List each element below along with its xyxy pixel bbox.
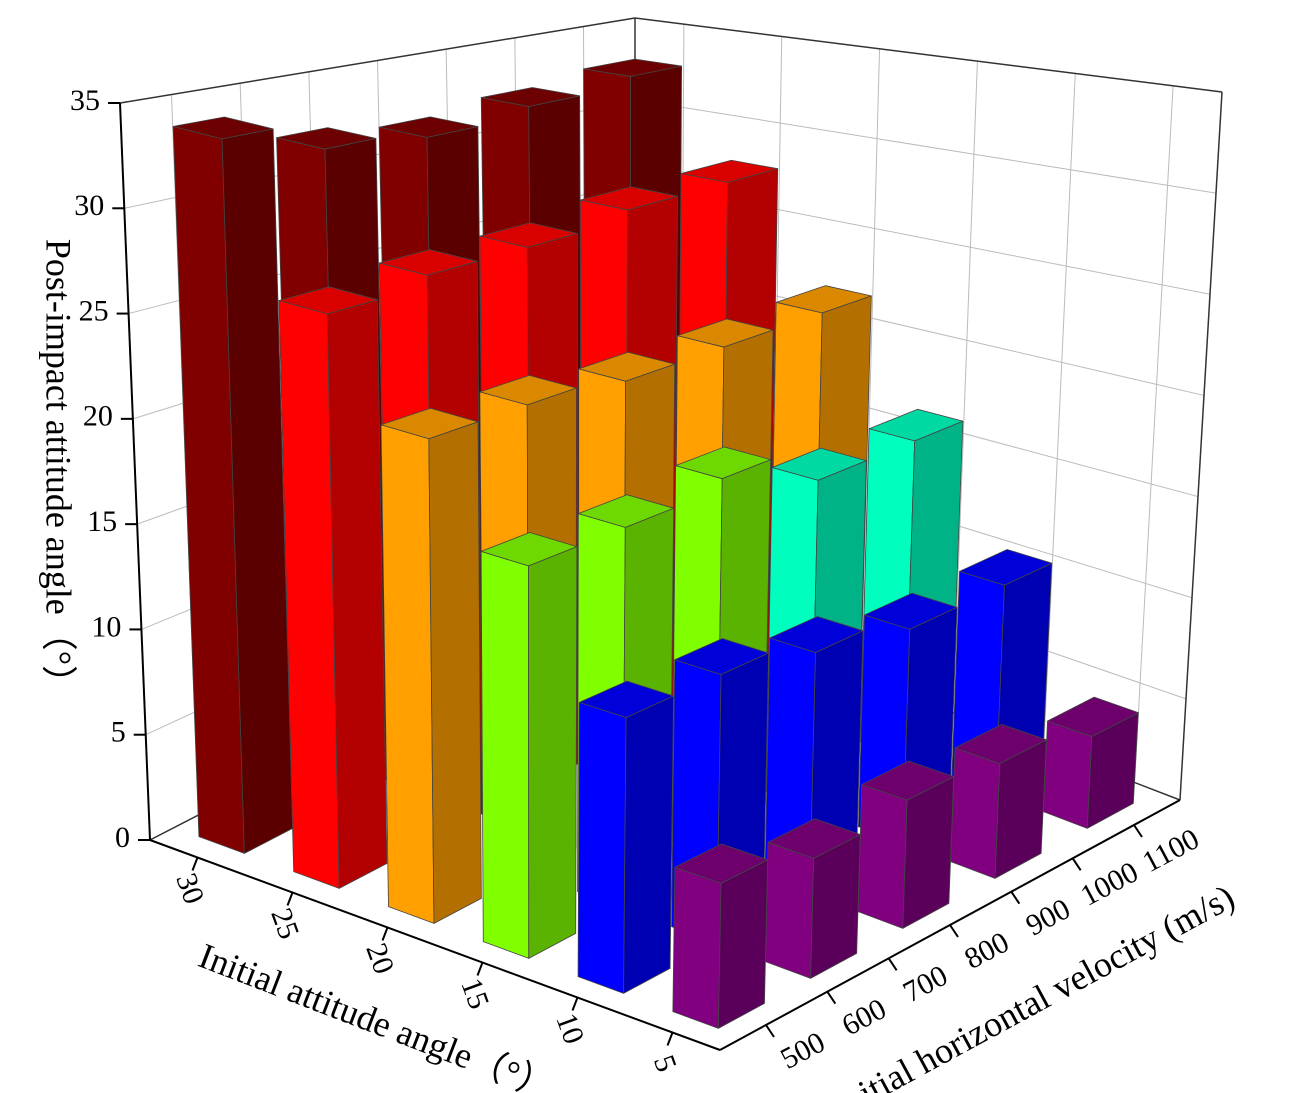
bar-top-face — [864, 592, 958, 630]
z-tick-label: 15 — [87, 505, 117, 538]
grid-line — [1134, 85, 1174, 783]
bar-side-face — [528, 546, 578, 959]
y-tick-label: 500 — [775, 1026, 830, 1076]
bar-top-face — [577, 494, 675, 528]
bar-top-face — [775, 285, 872, 314]
bar-top-face — [868, 408, 964, 442]
z-tick-label: 5 — [111, 716, 126, 749]
x-tick-label: 25 — [264, 904, 305, 943]
bar-top-face — [583, 58, 683, 77]
tick-mark — [1071, 857, 1082, 871]
bar-front-face — [380, 424, 435, 924]
tick-mark — [286, 892, 294, 906]
bar-top-face — [1047, 696, 1139, 737]
grid-line — [1043, 73, 1076, 748]
box-edge — [119, 17, 636, 104]
z-tick-label: 25 — [79, 294, 109, 327]
x-tick-label: 30 — [169, 869, 210, 908]
bar-top-face — [278, 286, 378, 315]
bar — [950, 724, 1047, 879]
bar — [172, 116, 293, 854]
y-tick-label: 1100 — [1137, 822, 1204, 879]
bar-front-face — [950, 747, 1001, 879]
bar-top-face — [378, 249, 478, 276]
bar-side-face — [623, 695, 674, 994]
box-edge — [634, 17, 1223, 93]
bar-side-face — [717, 859, 769, 1029]
z-tick-label: 35 — [70, 84, 100, 117]
bar-top-face — [959, 549, 1053, 586]
bar-top-face — [380, 407, 479, 440]
tick-mark — [1010, 891, 1021, 905]
bar-top-face — [578, 680, 674, 718]
bar-top-face — [578, 351, 676, 382]
bar-top-face — [674, 638, 769, 675]
tick-mark — [765, 1024, 775, 1038]
z-axis — [119, 102, 151, 841]
bar-top-face — [479, 374, 577, 406]
bar-top-face — [378, 116, 479, 138]
bar-top-face — [680, 159, 779, 183]
bar-top-face — [276, 127, 377, 150]
x-axis — [149, 839, 721, 1051]
grid-line — [952, 61, 978, 713]
bar — [1042, 696, 1139, 829]
x-tick-label: 15 — [454, 974, 495, 1013]
bar-top-face — [479, 222, 578, 248]
y-tick-label: 900 — [1020, 892, 1075, 942]
bar-front-face — [765, 841, 815, 979]
x-tick-label: 5 — [647, 1051, 683, 1076]
bar — [672, 843, 769, 1029]
z-tick-label: 20 — [83, 400, 113, 433]
bar-front-face — [672, 866, 722, 1029]
y-tick-label: 800 — [959, 926, 1014, 976]
bar-front-face — [1042, 720, 1093, 829]
bar — [857, 760, 955, 929]
x-tick-label: 20 — [359, 939, 400, 978]
y-tick-label: 700 — [898, 959, 953, 1009]
bar-front-face — [577, 701, 627, 994]
bar — [380, 407, 482, 924]
bar-side-face — [428, 421, 482, 924]
bar-top-face — [771, 447, 867, 481]
bar-top-face — [480, 532, 578, 567]
tick-mark — [826, 991, 837, 1005]
grid-line — [634, 99, 1217, 194]
bar-top-face — [480, 87, 581, 107]
bar-top-face — [861, 760, 955, 801]
bar-side-face — [902, 776, 955, 929]
bar-top-face — [769, 616, 864, 653]
bar-top-face — [674, 843, 769, 884]
x-tick-label: 10 — [549, 1009, 590, 1048]
z-tick-label: 10 — [91, 610, 121, 643]
bar-top-face — [579, 186, 678, 211]
y-tick-label: 1000 — [1075, 855, 1143, 912]
tick-mark — [381, 927, 389, 941]
tick-mark — [949, 924, 959, 938]
z-tick-label: 30 — [74, 189, 104, 222]
bar-top-face — [767, 818, 861, 859]
bar — [278, 286, 388, 889]
tick-mark — [666, 1032, 674, 1046]
bar — [577, 680, 674, 994]
box-edge — [1179, 91, 1223, 801]
z-tick-label: 0 — [115, 821, 130, 854]
tick-mark — [191, 857, 199, 871]
y-tick-label: 600 — [836, 992, 891, 1042]
bar-front-face — [857, 784, 908, 929]
bar-top-face — [675, 446, 772, 480]
z-axis-title: Post-impact attitude angle（°） — [39, 239, 79, 701]
bar-top-face — [954, 724, 1047, 764]
bar — [480, 532, 578, 959]
bar — [765, 818, 861, 979]
tick-mark — [571, 997, 579, 1011]
tick-mark — [887, 957, 898, 971]
bar-front-face — [480, 550, 530, 959]
tick-mark — [476, 962, 484, 976]
bar-top-face — [677, 318, 774, 348]
bar-top-face — [172, 116, 274, 140]
tick-mark — [1133, 824, 1143, 838]
